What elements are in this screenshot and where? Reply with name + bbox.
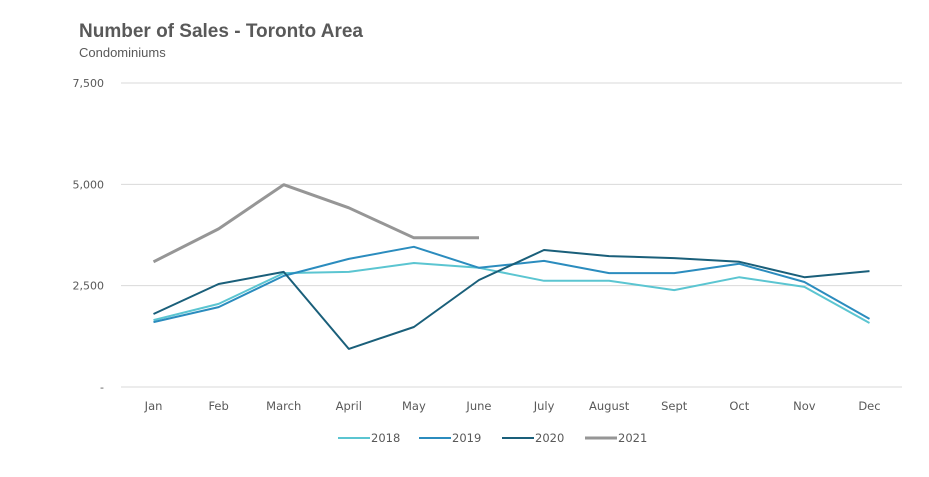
y-tick-label: 2,500: [73, 280, 105, 293]
legend-label-2019: 2019: [452, 431, 481, 445]
x-axis-ticks: Jan Feb March April May June July August Sept Oct…: [144, 399, 881, 413]
y-tick-label: 7,500: [73, 77, 105, 90]
legend-label-2018: 2018: [371, 431, 400, 445]
x-tick-label: Dec: [858, 399, 880, 413]
x-tick-label: June: [465, 399, 491, 413]
x-tick-label: April: [336, 399, 362, 413]
x-tick-label: Sept: [661, 399, 688, 413]
series-line-2020: [153, 249, 870, 350]
gridlines: [121, 82, 902, 388]
y-tick-label: -: [100, 381, 104, 394]
x-tick-label: March: [266, 399, 301, 413]
x-tick-label: Oct: [729, 399, 749, 413]
legend: 2018 2019 2020 2021: [338, 431, 647, 445]
legend-label-2021: 2021: [618, 431, 647, 445]
series-lines: [152, 183, 870, 350]
x-tick-label: July: [533, 399, 555, 413]
series-line-2018: [153, 262, 870, 324]
x-tick-label: May: [402, 399, 426, 413]
x-tick-label: August: [589, 399, 630, 413]
legend-label-2020: 2020: [535, 431, 564, 445]
y-axis-ticks: - 2,500 5,000 7,500: [73, 77, 105, 394]
x-tick-label: Nov: [793, 399, 816, 413]
x-tick-label: Feb: [208, 399, 228, 413]
chart-subtitle: Condominiums: [79, 45, 166, 60]
series-line-2021: [152, 183, 479, 264]
y-tick-label: 5,000: [73, 178, 105, 191]
chart-title: Number of Sales - Toronto Area: [79, 21, 363, 42]
x-tick-label: Jan: [144, 399, 163, 413]
